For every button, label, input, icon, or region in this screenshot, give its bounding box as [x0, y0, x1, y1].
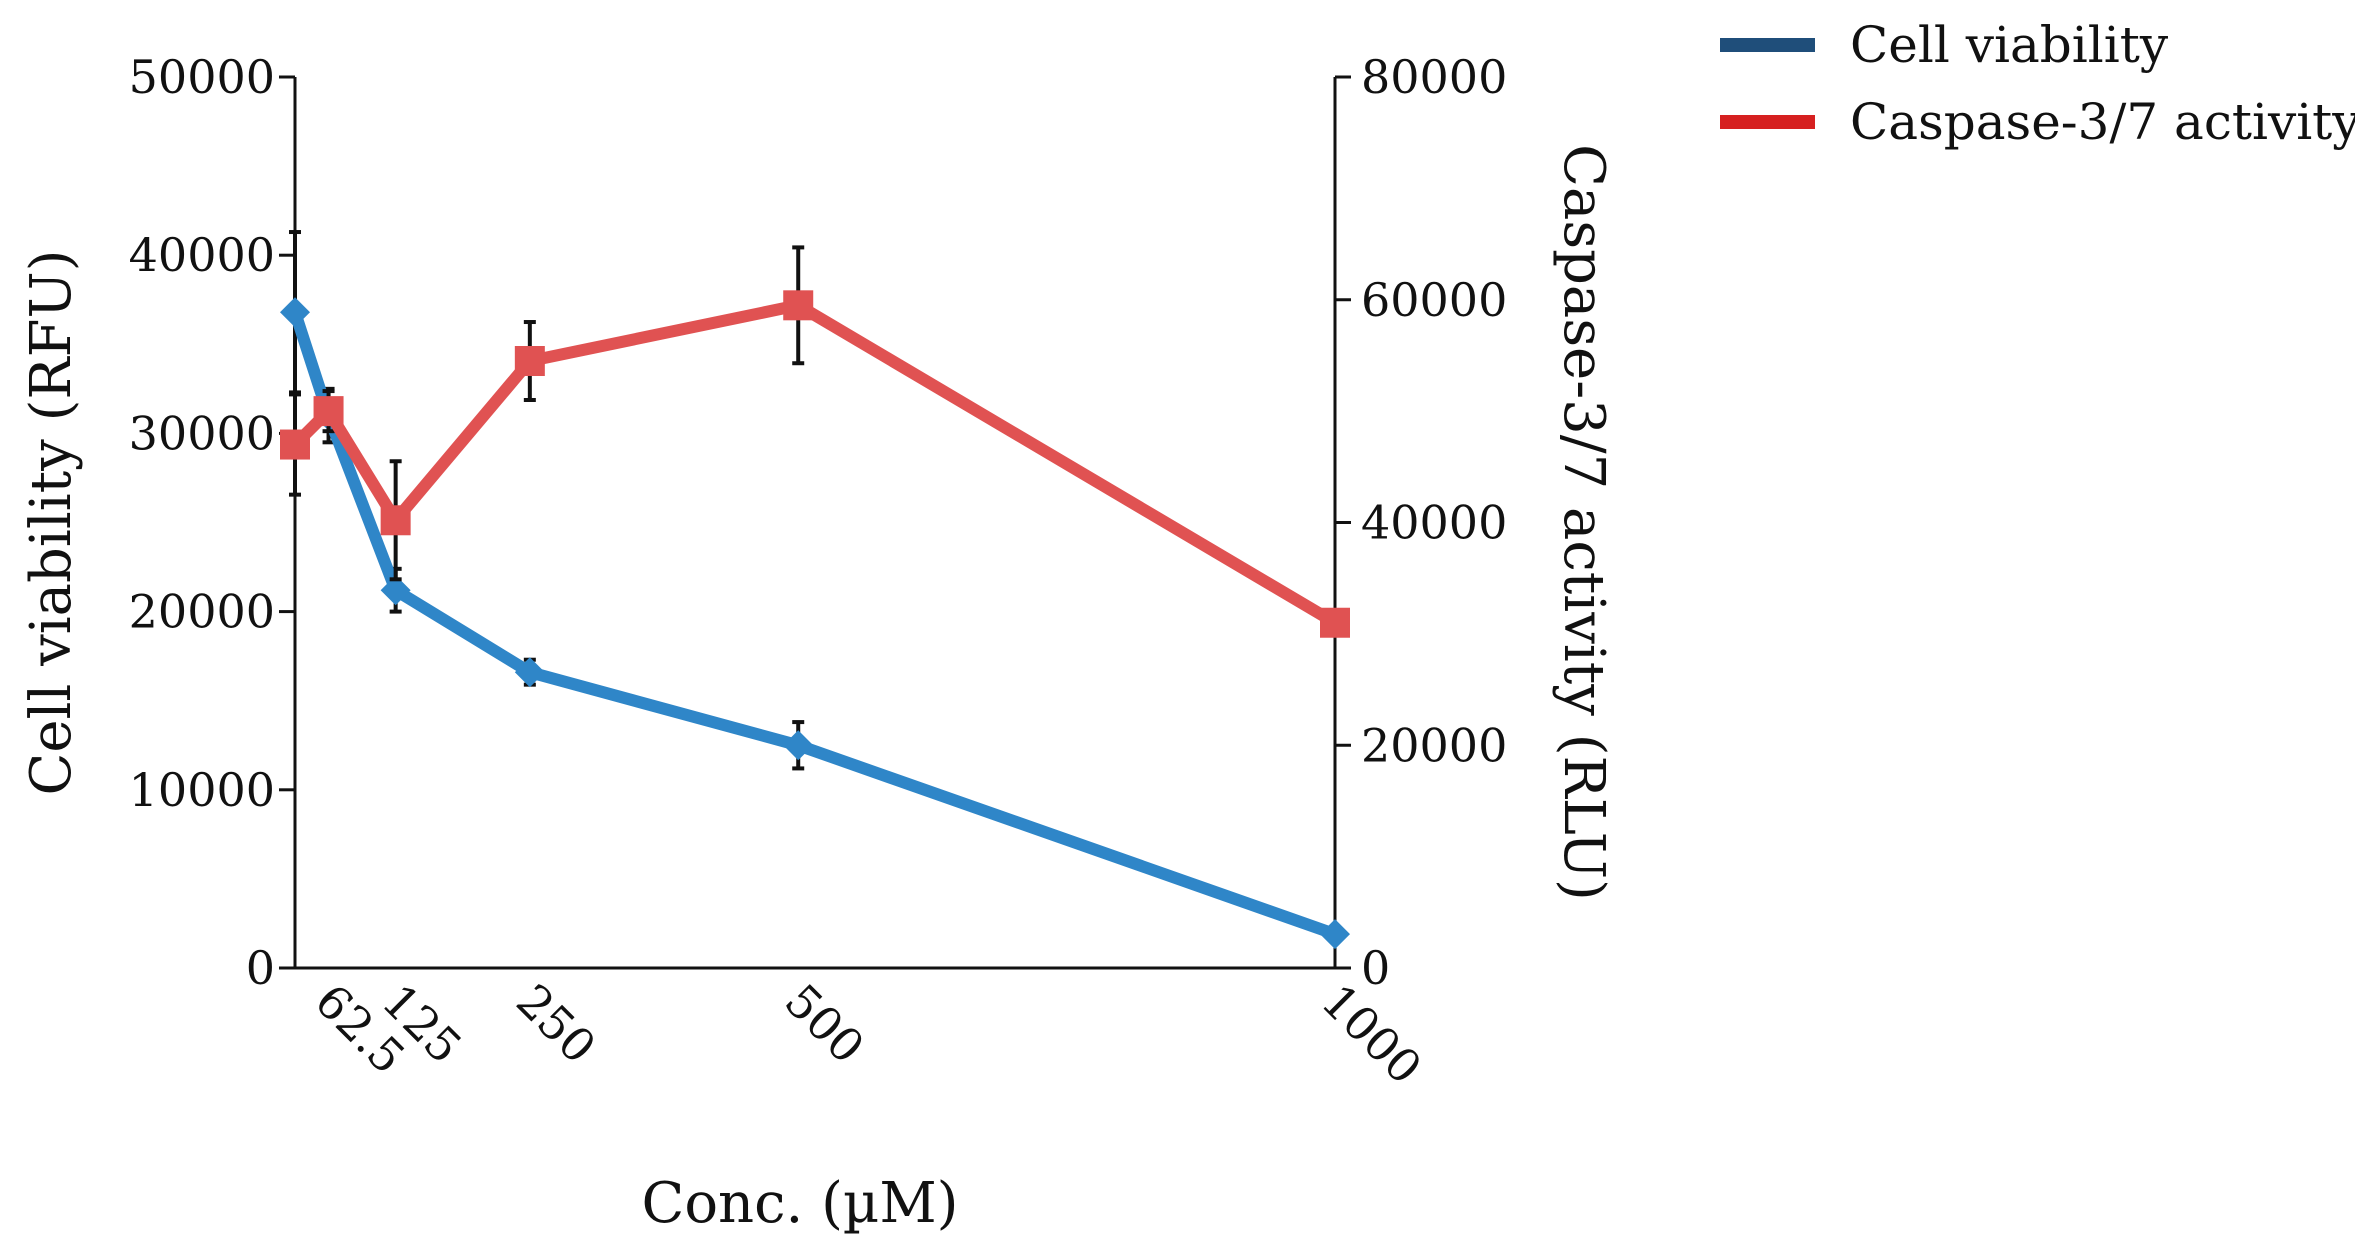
data-point-caspase-3-7-activity	[1320, 607, 1350, 638]
data-point-caspase-3-7-activity	[380, 505, 411, 536]
y-left-tick-label: 10000	[129, 763, 275, 817]
y-right-tick-label: 0	[1361, 941, 1390, 995]
data-point-cell-viability	[280, 297, 310, 328]
axes: 0 10000 20000 30000 40000 50000 0 20000 40000 600…	[19, 50, 1616, 1236]
series-layer	[280, 230, 1350, 950]
x-axis-title: Conc. (µM)	[641, 1171, 958, 1236]
data-point-cell-viability	[380, 575, 411, 606]
y-left-tick-label: 30000	[129, 406, 275, 460]
legend-label-cell-viability: Cell viability	[1850, 16, 2169, 74]
data-point-caspase-3-7-activity	[280, 429, 310, 460]
data-point-caspase-3-7-activity	[783, 290, 814, 321]
series-line-cell-viability	[289, 310, 1337, 940]
y-left-tick-label: 20000	[129, 585, 275, 639]
y-left-tick-label: 40000	[129, 228, 275, 282]
legend: Cell viability Caspase-3/7 activity	[1720, 16, 2355, 151]
y-right-tick-label: 20000	[1361, 718, 1507, 772]
series-line-caspase-3-7-activity	[290, 299, 1339, 628]
y-right-axis-title: Caspase-3/7 activity (RLU)	[1551, 144, 1616, 901]
data-point-cell-viability	[1320, 919, 1350, 950]
y-right-tick-label: 60000	[1361, 273, 1507, 327]
data-point-caspase-3-7-activity	[313, 396, 344, 427]
y-left-axis-title: Cell viability (RFU)	[19, 250, 84, 796]
y-left-tick-label: 50000	[129, 50, 275, 104]
data-point-cell-viability	[514, 657, 545, 688]
y-left-tick-label: 0	[246, 941, 275, 995]
y-right-tick-label: 80000	[1361, 50, 1507, 104]
data-point-cell-viability	[783, 730, 814, 761]
y-right-tick-label: 40000	[1361, 496, 1507, 550]
x-tick-label: 250	[506, 974, 606, 1074]
legend-label-caspase-3-7-activity: Caspase-3/7 activity	[1850, 93, 2355, 151]
x-tick-label: 500	[774, 974, 874, 1074]
data-point-caspase-3-7-activity	[514, 346, 545, 377]
